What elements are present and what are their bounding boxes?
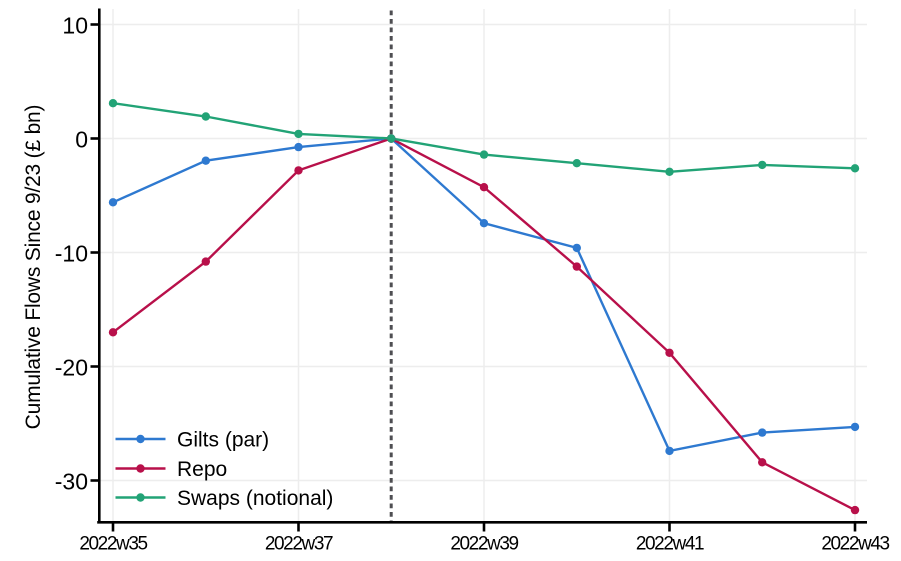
svg-text:2022w35: 2022w35 [79, 534, 147, 555]
svg-text:-20: -20 [55, 355, 88, 381]
svg-text:2022w37: 2022w37 [265, 534, 333, 555]
svg-text:Cumulative Flows Since 9/23 (£: Cumulative Flows Since 9/23 (£ bn) [22, 105, 45, 430]
svg-text:10: 10 [62, 13, 88, 39]
svg-text:2022w41: 2022w41 [636, 534, 704, 555]
svg-text:Gilts (par): Gilts (par) [177, 429, 269, 452]
svg-text:Swaps (notional): Swaps (notional) [177, 487, 333, 510]
svg-text:2022w43: 2022w43 [821, 534, 889, 555]
svg-text:Repo: Repo [177, 458, 227, 481]
svg-text:-10: -10 [55, 241, 88, 267]
svg-text:2022w39: 2022w39 [450, 534, 518, 555]
svg-text:-30: -30 [55, 469, 88, 495]
svg-text:0: 0 [75, 127, 88, 153]
